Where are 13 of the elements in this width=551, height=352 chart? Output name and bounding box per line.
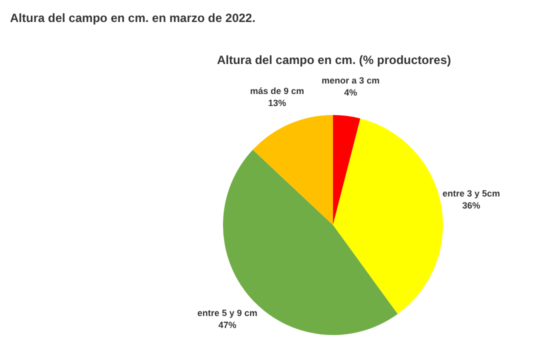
chart-title: Altura del campo en cm. (% productores) xyxy=(216,53,452,67)
data-label: 13% xyxy=(268,98,286,108)
slice-label: menor a 3 cm xyxy=(322,75,380,86)
text: Altura del campo en cm. en marzo de 2022. xyxy=(10,11,256,25)
pie-slice xyxy=(333,115,360,225)
data-label: 36% xyxy=(462,200,480,211)
data-label: 4% xyxy=(344,87,358,98)
data-label: 47% xyxy=(218,320,236,330)
pie-slice xyxy=(252,115,333,225)
pie-slice xyxy=(333,118,443,314)
slice-label: entre 5 y 9 cm xyxy=(197,308,258,318)
slice-label: entre 3 y 5cm xyxy=(442,188,500,199)
slice-label: más de 9 cm xyxy=(250,86,304,96)
